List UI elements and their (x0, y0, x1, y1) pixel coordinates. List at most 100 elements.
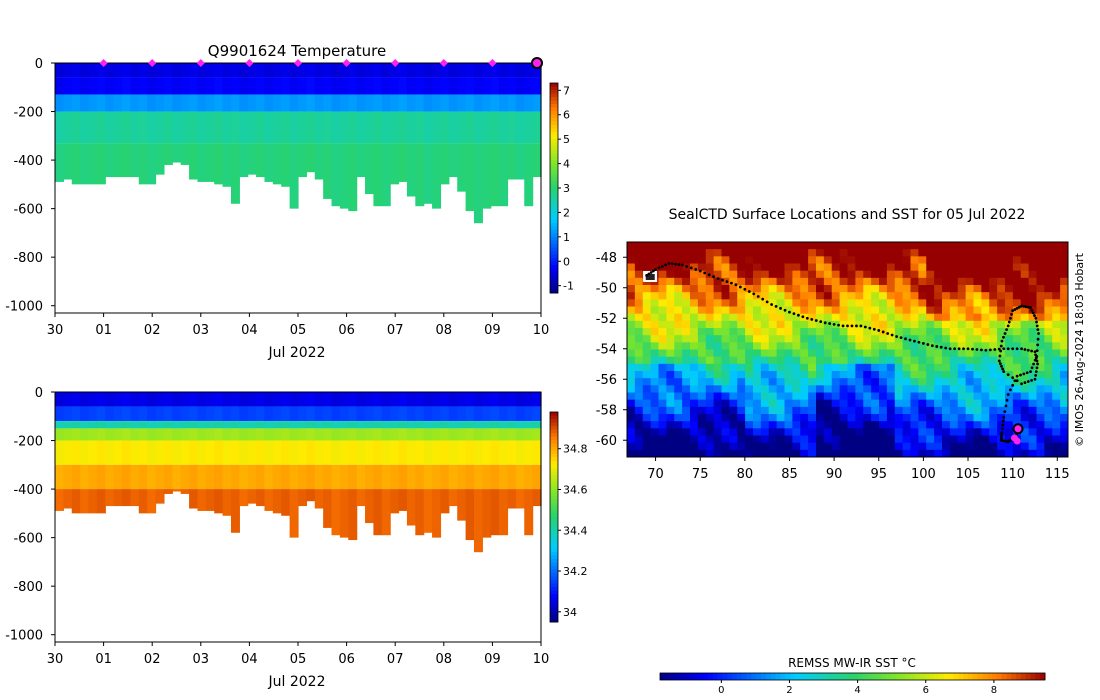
colorbar-tick-label: 6 (563, 109, 570, 122)
profile-cell (323, 77, 333, 95)
colorbar-segment (550, 167, 558, 171)
colorbar-segment (550, 499, 558, 504)
sst-cell (863, 263, 872, 272)
sst-cell (721, 342, 730, 351)
sst-cell (839, 349, 849, 358)
track-point (1023, 348, 1027, 351)
profile-cell (457, 489, 467, 521)
colorbar-segment (550, 545, 558, 549)
profile-cell (390, 464, 400, 490)
profile-cell (130, 392, 140, 407)
sst-cell (1060, 371, 1068, 379)
sst-cell (729, 292, 738, 300)
colorbar-segment (550, 562, 558, 567)
sst-cell (705, 242, 715, 250)
colorbar-segment (550, 128, 558, 133)
sst-cell (745, 392, 754, 401)
sst-cell (847, 242, 856, 250)
sst-cell (729, 442, 738, 451)
sst-cell (760, 249, 770, 257)
profile-cell (197, 392, 207, 407)
sst-cell (989, 263, 998, 272)
sst-cell (729, 371, 738, 379)
sst-cell (682, 335, 691, 343)
colorbar-tick-label: 34.2 (563, 565, 588, 578)
sst-cell (965, 242, 975, 250)
sst-cell (1020, 392, 1030, 401)
sst-cell (713, 263, 723, 272)
colorbar-segment (871, 673, 878, 680)
profile-cell (289, 63, 299, 78)
colorbar-segment (550, 174, 558, 178)
profile-cell (222, 406, 232, 422)
profile-cell (71, 94, 81, 112)
sst-cell (1012, 392, 1022, 401)
sst-cell (642, 349, 652, 358)
sst-cell (713, 285, 723, 293)
sst-cell (682, 285, 691, 293)
sst-cell (697, 328, 707, 336)
sst-cell (753, 335, 762, 343)
sst-cell (768, 428, 778, 437)
sst-cell (981, 328, 990, 336)
profile-cell (415, 77, 425, 95)
profile-cell (264, 440, 274, 465)
sst-cell (642, 442, 652, 451)
sst-cell (949, 385, 959, 394)
profile-cell (222, 77, 232, 95)
sst-cell (650, 435, 660, 444)
colorbar-segment (550, 555, 558, 560)
profile-cell (448, 428, 458, 441)
profile-cell (448, 440, 458, 465)
sst-cell (729, 363, 738, 372)
sst-cell (989, 356, 998, 365)
sst-cell (1036, 263, 1045, 272)
sst-cell (863, 356, 872, 365)
track-point (1003, 410, 1007, 414)
sst-cell (800, 320, 809, 329)
sst-cell (934, 399, 943, 408)
sst-cell (800, 349, 809, 358)
profile-cell (63, 464, 73, 490)
sst-cell (910, 249, 919, 257)
sst-cell (745, 306, 754, 315)
profile-cell (71, 392, 81, 407)
profile-cell (482, 63, 492, 78)
track-point (761, 297, 765, 301)
profile-cell (499, 77, 509, 95)
colorbar-tick-label: 4 (563, 158, 570, 171)
sst-cell (1044, 385, 1053, 394)
profile-cell (465, 392, 475, 407)
sst-cell (981, 277, 990, 286)
sst-cell (1020, 449, 1030, 457)
profile-cell (189, 428, 199, 441)
sst-cell (721, 385, 730, 394)
sst-cell (697, 385, 707, 394)
profile-cell (448, 489, 458, 507)
colorbar-segment (958, 673, 964, 680)
colorbar-segment (550, 583, 558, 588)
profile-cell (180, 143, 190, 165)
sst-cell (634, 406, 644, 415)
profile-cell (163, 111, 173, 144)
track-point (823, 321, 827, 325)
sst-cell (650, 371, 660, 379)
profile-cell (247, 421, 257, 429)
sst-cell (1060, 277, 1068, 286)
colorbar-segment (1011, 673, 1017, 680)
track-point (1029, 306, 1032, 309)
sst-cell (816, 263, 825, 272)
profile-cell (365, 94, 375, 112)
profile-cell (390, 111, 400, 144)
sst-cell (949, 292, 959, 300)
profile-cell (197, 63, 207, 78)
profile-cell (63, 94, 73, 112)
sst-cell (713, 414, 723, 422)
sst-cell (658, 299, 667, 308)
colorbar-segment (550, 279, 558, 283)
sst-cell (690, 442, 699, 451)
profile-cell (515, 428, 525, 441)
profile-cell (348, 464, 358, 490)
profile-cell (230, 489, 240, 533)
